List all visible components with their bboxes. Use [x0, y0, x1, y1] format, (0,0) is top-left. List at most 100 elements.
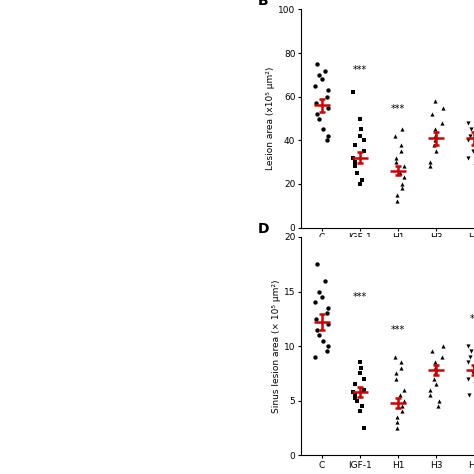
Point [311, 299, 319, 306]
Point [399, 408, 406, 415]
Point [464, 342, 471, 350]
Point [393, 191, 401, 199]
Point [428, 110, 435, 118]
Point [356, 180, 364, 188]
Point [426, 158, 433, 166]
Point [323, 137, 330, 144]
Point [321, 67, 329, 74]
Text: **: ** [469, 314, 474, 324]
Point [469, 370, 474, 377]
Point [469, 147, 474, 155]
Point [426, 386, 433, 393]
Point [354, 397, 361, 404]
Point [324, 132, 332, 140]
Point [360, 386, 367, 393]
Point [324, 320, 332, 328]
Point [398, 402, 405, 410]
Point [393, 198, 401, 205]
Text: ***: *** [391, 104, 405, 114]
Point [431, 364, 439, 372]
Point [324, 104, 332, 111]
Point [319, 126, 327, 133]
Point [431, 358, 438, 366]
Point [428, 348, 435, 356]
Point [438, 119, 446, 127]
Point [351, 392, 359, 399]
Point [356, 132, 364, 140]
Y-axis label: Sinus lesion area (× 10⁵ μm²): Sinus lesion area (× 10⁵ μm²) [272, 279, 281, 413]
Point [467, 126, 474, 133]
Point [312, 315, 319, 322]
Point [401, 386, 408, 393]
Point [471, 364, 474, 372]
Point [313, 110, 321, 118]
Point [360, 137, 367, 144]
Point [350, 154, 357, 162]
Point [432, 137, 439, 144]
Point [432, 370, 439, 377]
Point [356, 358, 364, 366]
Point [432, 380, 439, 388]
Point [315, 331, 323, 339]
Point [391, 353, 399, 361]
Point [431, 126, 438, 133]
Point [465, 392, 473, 399]
Point [397, 147, 404, 155]
Point [464, 358, 472, 366]
Point [392, 158, 400, 166]
Point [392, 370, 400, 377]
Point [313, 326, 321, 334]
Point [431, 97, 438, 105]
Point [357, 126, 365, 133]
Point [397, 141, 405, 148]
Point [350, 388, 357, 396]
Point [435, 397, 443, 404]
Point [324, 86, 331, 94]
Point [358, 402, 366, 410]
Point [439, 342, 447, 350]
Point [321, 277, 329, 284]
Point [434, 402, 442, 410]
Text: B: B [258, 0, 268, 9]
Point [315, 288, 322, 295]
Point [471, 163, 474, 170]
Point [471, 141, 474, 148]
Point [351, 394, 358, 402]
Point [313, 60, 321, 68]
Point [319, 75, 326, 83]
Point [311, 82, 319, 90]
Point [324, 93, 331, 100]
Point [312, 100, 319, 107]
Point [356, 370, 364, 377]
Text: ***: *** [391, 325, 405, 335]
Point [349, 89, 357, 96]
Point [396, 392, 403, 399]
Text: ***: *** [353, 65, 367, 75]
Point [439, 104, 447, 111]
Point [472, 110, 474, 118]
Text: ***: *** [353, 292, 367, 302]
Point [351, 158, 359, 166]
Point [427, 392, 434, 399]
Point [471, 380, 474, 388]
Point [315, 71, 322, 79]
Point [399, 184, 406, 192]
Point [356, 408, 364, 415]
Point [398, 180, 405, 188]
Point [392, 375, 400, 383]
Point [467, 348, 474, 356]
Point [360, 147, 367, 155]
Point [319, 293, 326, 301]
Point [397, 358, 405, 366]
Point [352, 380, 359, 388]
Point [401, 173, 408, 181]
Text: D: D [258, 222, 269, 236]
Point [352, 141, 359, 148]
Point [466, 132, 474, 140]
Point [397, 364, 404, 372]
Point [431, 132, 439, 140]
Point [393, 413, 401, 421]
Y-axis label: Lesion area (x10⁵ μm²): Lesion area (x10⁵ μm²) [266, 67, 275, 170]
Point [315, 115, 323, 122]
Point [360, 424, 368, 431]
